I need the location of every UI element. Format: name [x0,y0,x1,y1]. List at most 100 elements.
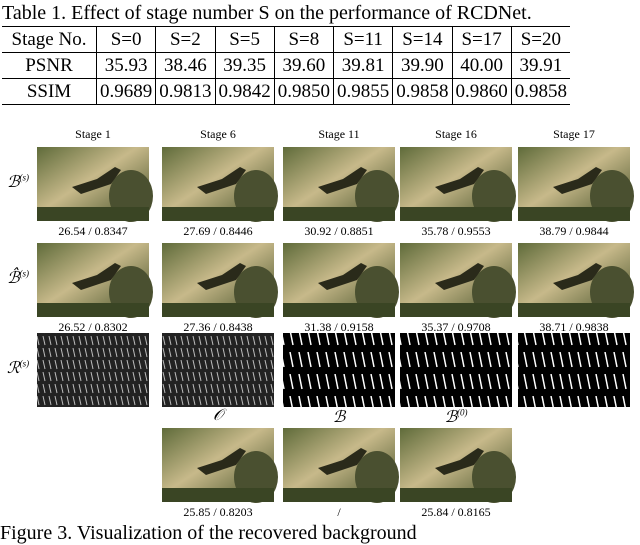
table-cell: 35.93 [95,52,157,79]
ground [400,488,512,502]
column-title: Stage 1 [75,127,111,141]
score: 25.85 / 0.8203 [183,505,253,519]
image [518,147,634,222]
column-title: Stage 6 [200,127,236,141]
table-cell: 0.9689 [95,78,157,105]
table-caption: Table 1. Effect of stage number S on the… [2,2,532,24]
score: 26.52 / 0.8302 [58,320,128,334]
table-row: Stage No. S=0 S=2 S=5 S=8 S=11 S=14 S=17 S=20 [2,26,570,53]
results-table: Stage No. S=0 S=2 S=5 S=8 S=11 S=14 S=17 S=20 PSN… [2,26,570,105]
ground [400,303,512,317]
symbol-label: ℬ̂(s) [7,268,29,288]
image [37,333,149,407]
rain-layer [518,333,630,407]
bird [553,167,602,194]
image [283,333,395,407]
score: 38.79 / 0.9844 [539,224,609,238]
score: / [337,505,341,519]
bird [435,263,484,290]
superscript: (0) [457,407,468,418]
score: 38.71 / 0.9838 [539,320,609,334]
figure-caption: Figure 3. Visualization of the recovered… [0,522,417,544]
table-cell: 0.9860 [451,78,512,105]
column-title: Stage 11 [318,127,360,141]
ground [518,303,630,317]
ground [162,207,274,221]
bird [318,167,367,194]
symbol: ℬ [444,409,458,426]
bird [435,167,484,194]
table-cell: SSIM [2,78,97,105]
ground [162,303,274,317]
image [283,147,399,222]
ground [518,207,630,221]
symbol-label: ℬ(0) [444,407,467,427]
image [162,243,278,318]
rain-layer [37,333,149,407]
score: 27.36 / 0.8438 [183,320,253,334]
bird [72,167,121,194]
rain-layer [162,333,274,407]
table-cell: S=20 [510,26,570,53]
symbol-label: ℬ [333,407,346,427]
column-title: Stage 17 [553,127,595,141]
image [162,333,274,407]
image [37,243,153,318]
bird [318,448,367,475]
image [162,428,278,503]
bird [318,263,367,290]
image [283,428,399,503]
score: 35.78 / 0.9553 [421,224,491,238]
symbol-label: ℬ(s) [7,172,29,192]
image [162,147,278,222]
bird [197,448,246,475]
image [518,243,634,318]
symbol-label: 𝒪 [213,407,223,425]
image [400,428,516,503]
table-row: SSIM 0.9689 0.9813 0.9842 0.9850 0.9855 0.9858… [2,78,570,105]
ground [37,303,149,317]
bird [197,167,246,194]
image [283,243,399,318]
symbol: ℬ [332,409,346,426]
image [400,147,516,222]
table-cell: S=0 [95,26,157,53]
table-cell: S=17 [451,26,512,53]
table-cell: 0.9842 [214,78,275,105]
ground [400,207,512,221]
ground [283,488,395,502]
superscript: (s) [19,268,30,279]
image [400,333,512,407]
ground [162,488,274,502]
bird [72,263,121,290]
ground [283,207,395,221]
symbol: ℬ̂ [6,270,20,287]
rain-layer [400,333,512,407]
bird [553,263,602,290]
rain-layer [283,333,395,407]
table-cell: 0.9858 [510,78,570,105]
table-cell: 39.60 [273,52,335,79]
table-cell: 39.90 [392,52,453,79]
bird [197,263,246,290]
superscript: (s) [19,358,30,369]
score: 27.69 / 0.8446 [183,224,253,238]
symbol: 𝒪 [212,407,224,424]
bird [435,448,484,475]
score: 35.37 / 0.9708 [421,320,491,334]
symbol: ℬ [6,174,20,191]
image [37,147,153,222]
table-cell: 0.9858 [392,78,453,105]
table-cell: 0.9813 [155,78,216,105]
column-title: Stage 16 [435,127,477,141]
ground [283,303,395,317]
table-cell: S=11 [332,26,394,53]
superscript: (s) [19,172,30,183]
score: 26.54 / 0.8347 [58,224,128,238]
table-cell: 39.81 [332,52,394,79]
image [518,333,630,407]
score: 31.38 / 0.9158 [304,320,374,334]
score: 25.84 / 0.8165 [421,505,491,519]
